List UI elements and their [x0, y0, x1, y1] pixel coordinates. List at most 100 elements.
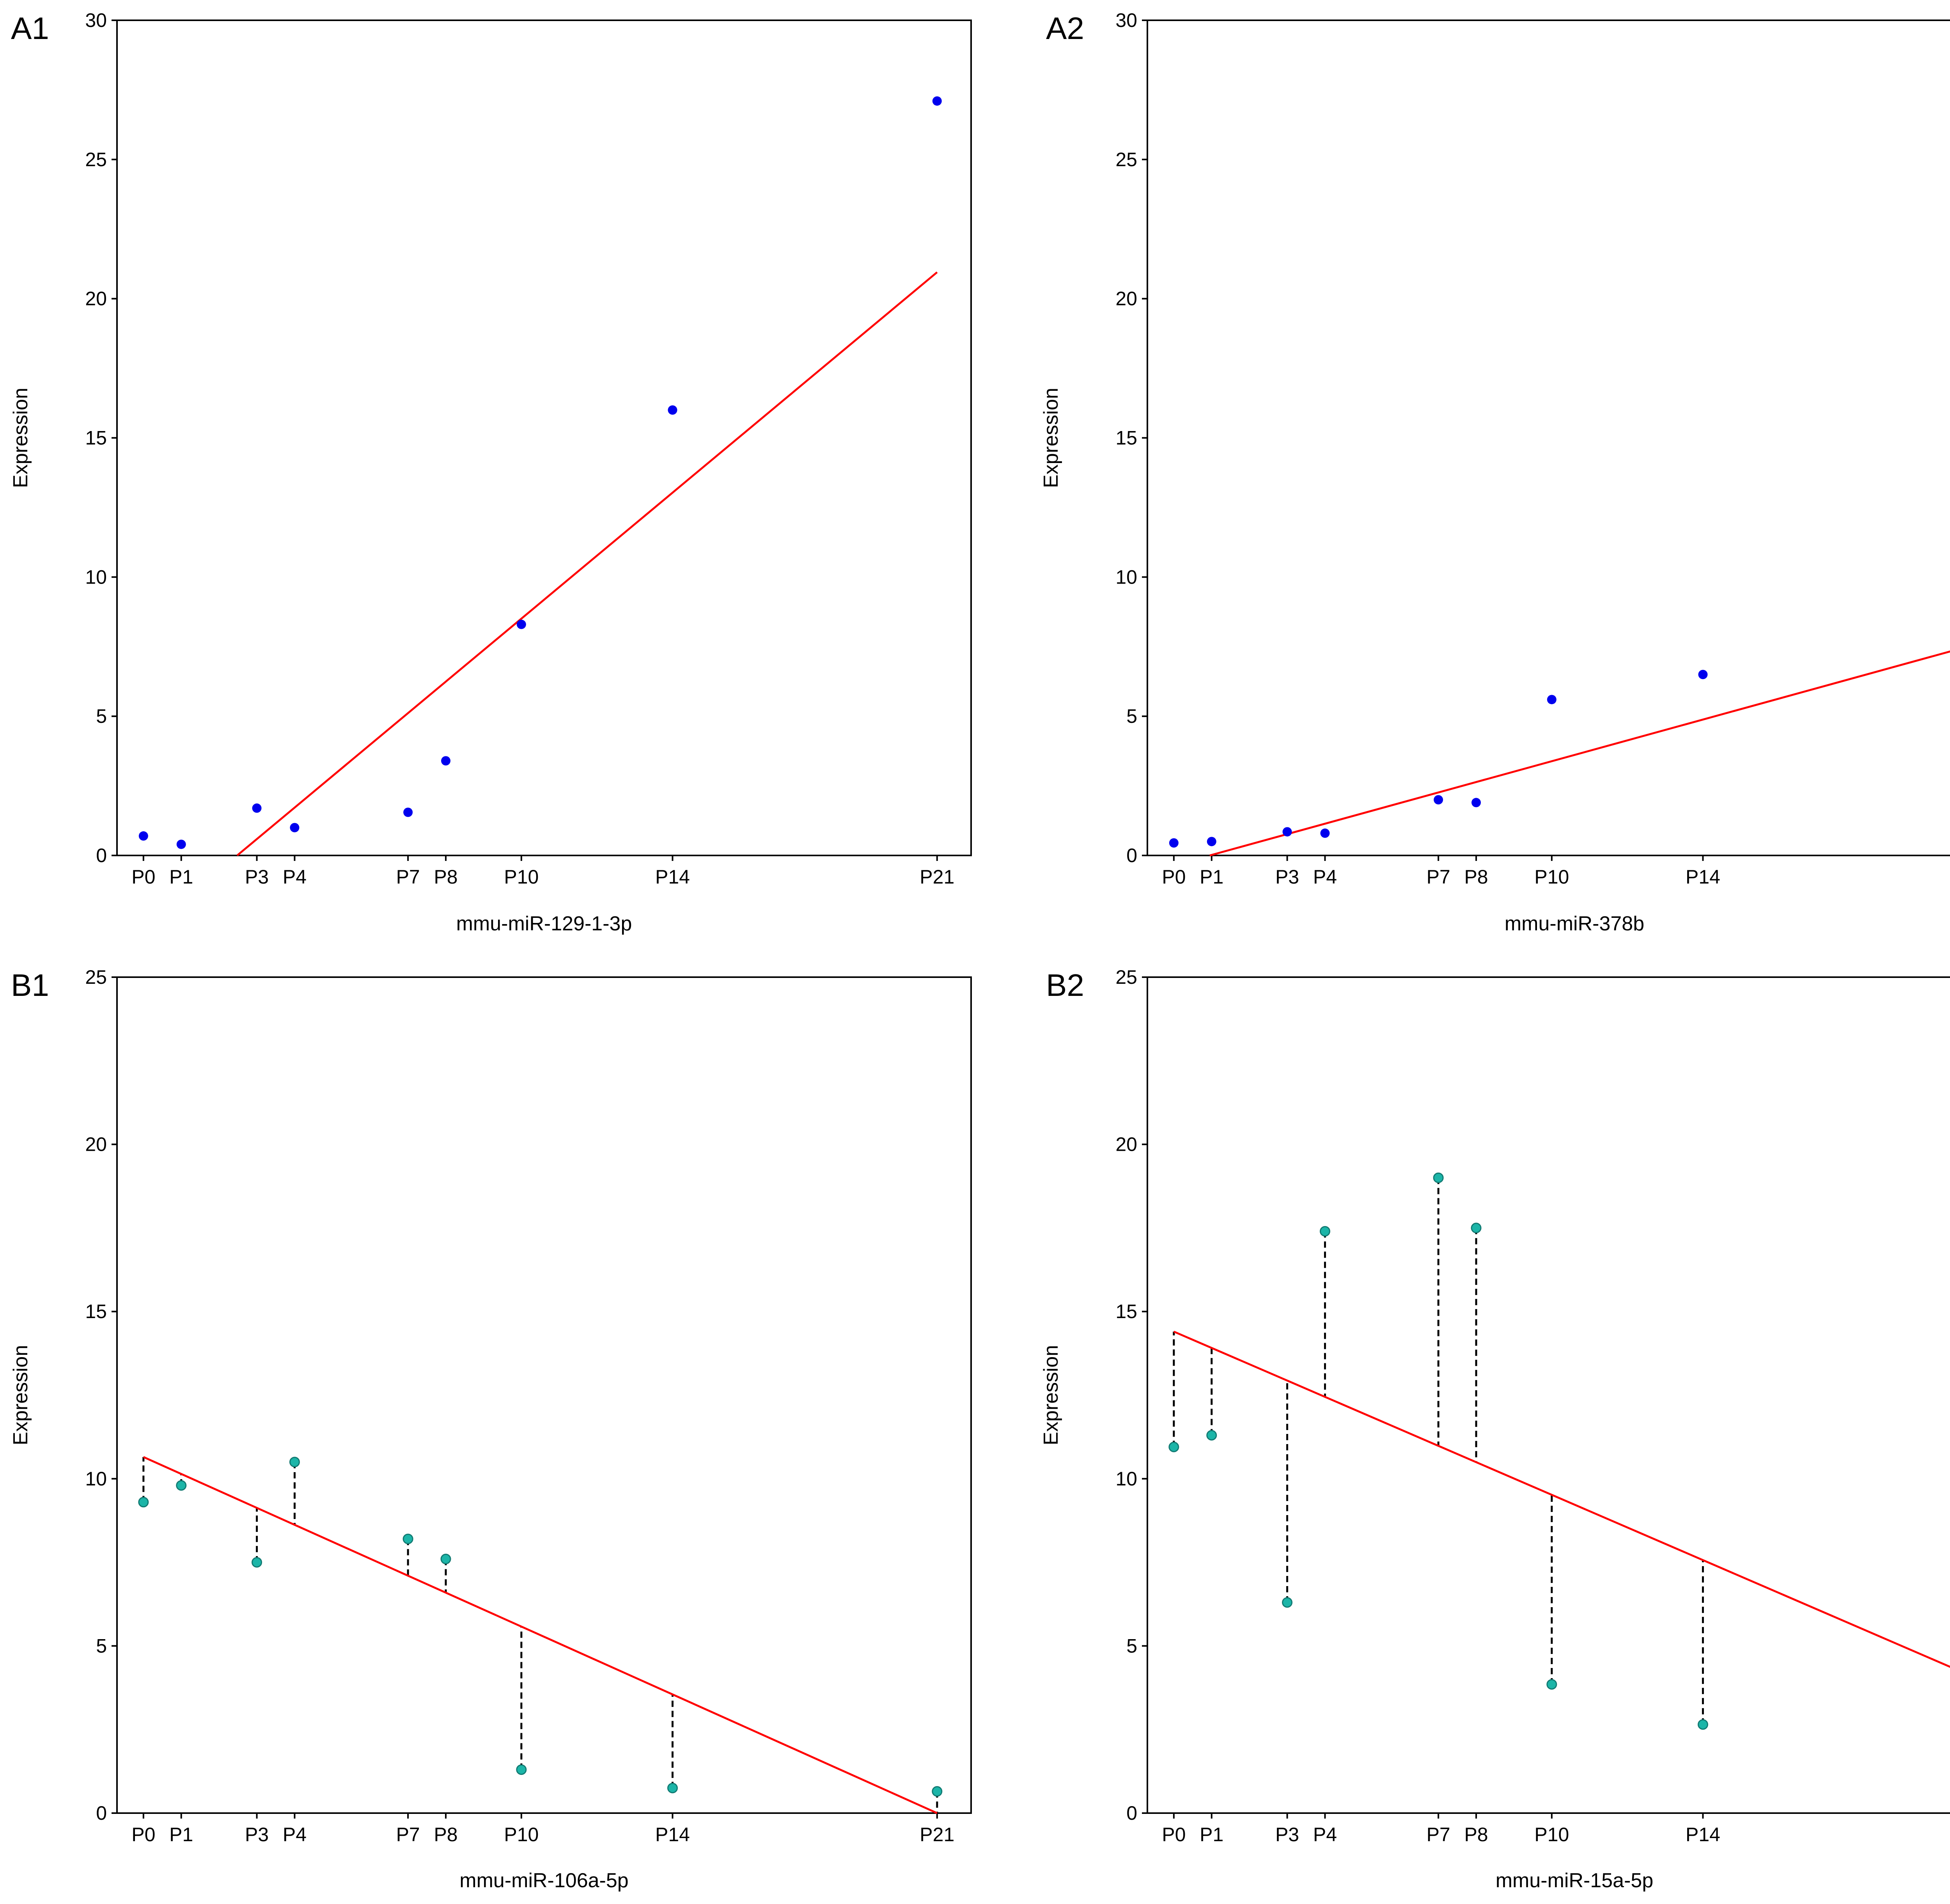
panel-label: B1: [11, 968, 49, 1003]
data-point: [138, 1497, 149, 1508]
x-tick-label: P8: [434, 866, 457, 888]
regression-line: [1209, 650, 1950, 857]
x-tick-label: P4: [283, 1824, 307, 1845]
y-tick-label: 15: [1115, 1301, 1137, 1322]
y-axis-label: Expression: [9, 1345, 32, 1445]
y-tick-label: 10: [1115, 1468, 1137, 1490]
x-tick-label: P3: [1275, 1824, 1299, 1845]
data-point: [1319, 1226, 1330, 1237]
panel-label: A1: [11, 11, 49, 46]
x-tick-label: P21: [920, 1824, 954, 1845]
y-tick-label: 25: [1115, 149, 1137, 170]
x-tick-label: P14: [655, 1824, 690, 1845]
y-tick-label: 20: [1115, 1134, 1137, 1155]
data-point: [932, 96, 942, 106]
data-point: [1282, 1597, 1293, 1608]
y-tick-label: 20: [85, 288, 107, 310]
data-point: [402, 1533, 413, 1544]
data-point: [1434, 795, 1443, 805]
x-tick-label: P1: [169, 1824, 193, 1845]
panel-label: B2: [1046, 968, 1084, 1003]
x-tick-label: P1: [1200, 866, 1223, 888]
x-axis-label: mmu-miR-129-1-3p: [456, 912, 632, 935]
data-point: [1169, 838, 1179, 848]
data-point: [403, 807, 413, 817]
data-point: [1698, 670, 1708, 680]
data-point: [440, 1554, 451, 1565]
data-point: [1547, 695, 1556, 704]
data-point: [1471, 798, 1481, 807]
x-tick-label: P10: [1534, 866, 1569, 888]
data-point: [668, 405, 677, 415]
y-tick-label: 15: [1115, 427, 1137, 449]
x-tick-label: P3: [245, 1824, 269, 1845]
x-axis-label: mmu-miR-15a-5p: [1496, 1869, 1654, 1892]
x-tick-label: P0: [1162, 1824, 1186, 1845]
y-tick-label: 25: [85, 966, 107, 988]
y-axis-label: Expression: [1040, 388, 1062, 488]
data-point: [516, 619, 526, 629]
regression-line: [143, 1456, 938, 1814]
y-axis-label: Expression: [1040, 1345, 1062, 1445]
y-tick-label: 25: [1115, 966, 1137, 988]
x-axis-label: mmu-miR-106a-5p: [459, 1869, 628, 1892]
y-axis-label: Expression: [9, 388, 32, 488]
data-point: [252, 1557, 262, 1568]
panel-b2: 0510152025P0P1P3P4P7P8P10P14P21mmu-miR-1…: [1040, 966, 1950, 1892]
data-point: [252, 803, 262, 813]
y-tick-label: 10: [1115, 566, 1137, 588]
x-tick-label: P7: [396, 1824, 420, 1845]
data-point: [290, 823, 300, 832]
x-tick-label: P10: [504, 1824, 539, 1845]
y-tick-label: 0: [96, 1802, 107, 1824]
panel-a1: 0 5 10 15 20 25 30 P0 P1 P3 P4 P7 P8 P10 P14 P21 mmu-miR…: [9, 9, 972, 935]
x-tick-label: P14: [1686, 1824, 1720, 1845]
y-tick-label: 30: [85, 9, 107, 31]
y-tick-label: 10: [85, 566, 107, 588]
y-tick-label: 5: [96, 705, 107, 727]
data-point: [1207, 837, 1216, 846]
y-tick-label: 25: [85, 149, 107, 170]
x-tick-label: P0: [1162, 866, 1186, 888]
x-tick-label: P8: [1464, 866, 1488, 888]
x-tick-label: P4: [1313, 866, 1337, 888]
x-tick-label: P3: [245, 866, 269, 888]
y-tick-label: 10: [85, 1468, 107, 1490]
data-point: [176, 839, 186, 849]
y-tick-label: 0: [96, 845, 107, 866]
regression-line: [1173, 1331, 1950, 1668]
data-point: [1168, 1441, 1179, 1452]
x-tick-label: P1: [169, 866, 193, 888]
y-tick-label: 0: [1126, 1802, 1137, 1824]
x-axis-label: mmu-miR-378b: [1505, 912, 1644, 935]
y-tick-label: 5: [1126, 705, 1137, 727]
x-tick-label: P4: [283, 866, 307, 888]
panel-label: A2: [1046, 11, 1084, 46]
data-point: [1206, 1430, 1217, 1441]
x-tick-label: P1: [1200, 1824, 1223, 1845]
y-tick-label: 30: [1115, 9, 1137, 31]
data-point: [1697, 1719, 1708, 1730]
plot-frame: [1147, 976, 1950, 1814]
y-tick-label: 15: [85, 427, 107, 449]
data-point: [289, 1457, 300, 1467]
regression-line: [236, 271, 938, 856]
data-point: [1433, 1172, 1444, 1183]
x-tick-label: P10: [504, 866, 539, 888]
x-tick-label: P8: [1464, 1824, 1488, 1845]
x-tick-label: P7: [1427, 866, 1450, 888]
y-tick-label: 20: [85, 1134, 107, 1155]
panel-a2: 051015202530P0P1P3P4P7P8P10P14P21mmu-miR…: [1040, 9, 1950, 935]
x-tick-label: P21: [920, 866, 954, 888]
data-point: [176, 1480, 187, 1491]
x-tick-label: P3: [1275, 866, 1299, 888]
x-tick-label: P14: [655, 866, 690, 888]
data-point: [138, 831, 148, 841]
x-tick-label: P7: [1427, 1824, 1450, 1845]
data-point: [1320, 828, 1330, 838]
y-tick-label: 15: [85, 1301, 107, 1322]
data-point: [1546, 1679, 1557, 1690]
x-tick-label: P7: [396, 866, 420, 888]
